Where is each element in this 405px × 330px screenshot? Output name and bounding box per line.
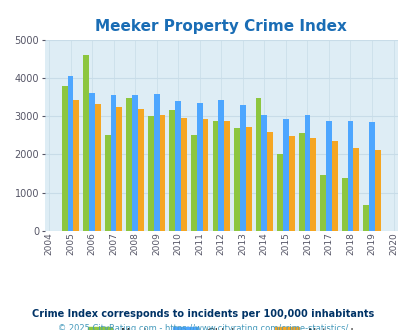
- Bar: [309, 138, 315, 231]
- Bar: [224, 121, 229, 231]
- Bar: [288, 136, 294, 231]
- Bar: [347, 121, 352, 231]
- Bar: [277, 154, 282, 231]
- Bar: [212, 121, 218, 231]
- Legend: Meeker, Oklahoma, National: Meeker, Oklahoma, National: [83, 323, 358, 330]
- Bar: [111, 95, 116, 231]
- Bar: [159, 115, 165, 231]
- Bar: [218, 100, 224, 231]
- Bar: [196, 103, 202, 231]
- Bar: [202, 119, 208, 231]
- Bar: [352, 148, 358, 231]
- Bar: [320, 176, 325, 231]
- Bar: [282, 119, 288, 231]
- Bar: [169, 111, 175, 231]
- Bar: [261, 115, 266, 231]
- Bar: [83, 55, 89, 231]
- Bar: [116, 107, 122, 231]
- Bar: [67, 76, 73, 231]
- Bar: [304, 115, 309, 231]
- Bar: [132, 95, 138, 231]
- Bar: [104, 135, 111, 231]
- Bar: [89, 93, 95, 231]
- Bar: [239, 106, 245, 231]
- Bar: [331, 141, 337, 231]
- Bar: [245, 127, 251, 231]
- Bar: [325, 121, 331, 231]
- Bar: [95, 104, 100, 231]
- Bar: [62, 85, 67, 231]
- Bar: [266, 132, 273, 231]
- Bar: [298, 133, 304, 231]
- Bar: [234, 128, 239, 231]
- Bar: [175, 101, 181, 231]
- Bar: [147, 116, 153, 231]
- Bar: [181, 118, 186, 231]
- Bar: [190, 135, 196, 231]
- Bar: [126, 98, 132, 231]
- Text: Crime Index corresponds to incidents per 100,000 inhabitants: Crime Index corresponds to incidents per…: [32, 309, 373, 318]
- Text: © 2025 CityRating.com - https://www.cityrating.com/crime-statistics/: © 2025 CityRating.com - https://www.city…: [58, 324, 347, 330]
- Bar: [138, 109, 143, 231]
- Bar: [341, 178, 347, 231]
- Bar: [368, 122, 374, 231]
- Bar: [362, 205, 368, 231]
- Bar: [73, 100, 79, 231]
- Bar: [255, 98, 261, 231]
- Bar: [153, 94, 159, 231]
- Title: Meeker Property Crime Index: Meeker Property Crime Index: [95, 19, 346, 34]
- Bar: [374, 150, 380, 231]
